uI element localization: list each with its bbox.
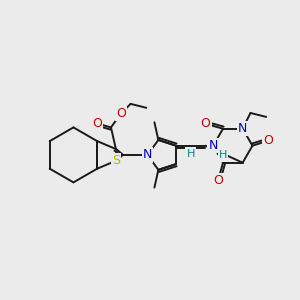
- Text: O: O: [200, 117, 210, 130]
- Text: N: N: [208, 139, 218, 152]
- Text: O: O: [263, 134, 273, 147]
- Text: N: N: [143, 148, 152, 161]
- Text: S: S: [112, 154, 120, 167]
- Text: N: N: [238, 122, 247, 135]
- Text: O: O: [213, 174, 223, 187]
- Text: O: O: [116, 107, 126, 120]
- Text: H: H: [219, 151, 227, 160]
- Text: O: O: [92, 117, 102, 130]
- Text: H: H: [186, 148, 195, 158]
